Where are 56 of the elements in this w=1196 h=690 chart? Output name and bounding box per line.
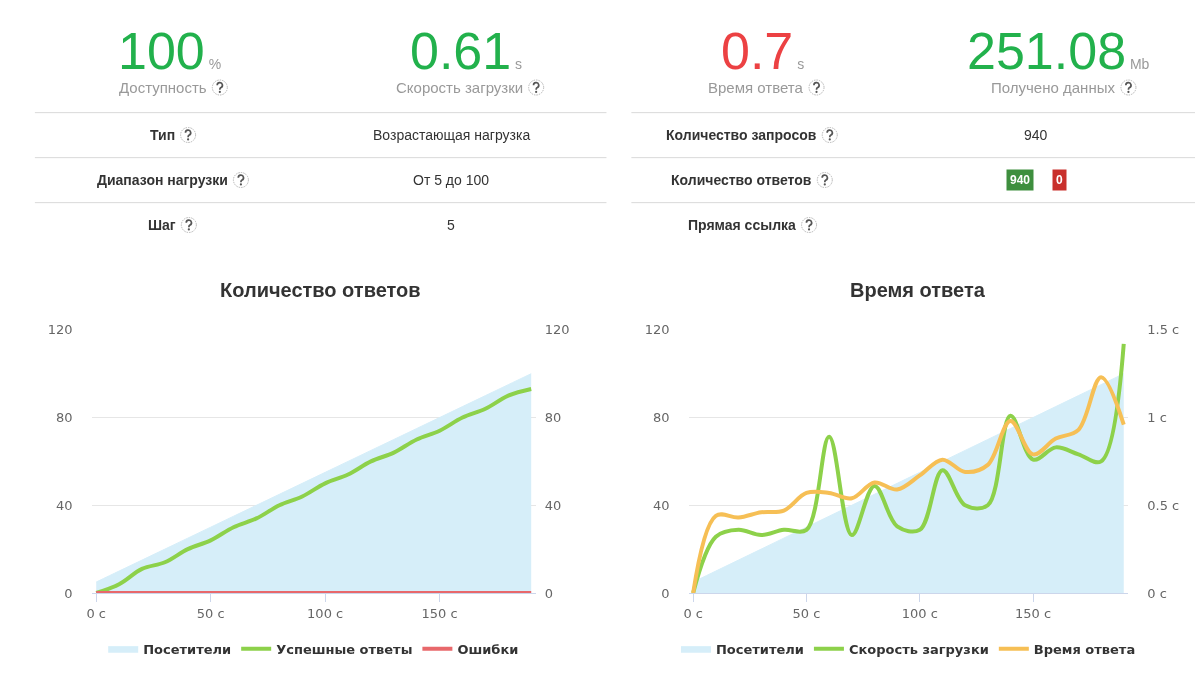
category-label: Тип	[150, 127, 176, 143]
chart-title: Количество ответов	[220, 279, 421, 301]
legend-label: Скорость загрузки	[848, 641, 989, 657]
chart-title: Время ответа	[850, 279, 986, 301]
category-label: Скорость загрузки	[396, 79, 524, 96]
text: Mb	[1126, 56, 1150, 72]
y2-tick-label: 1 с	[1147, 410, 1167, 426]
y-tick-label: 80	[56, 410, 73, 426]
text: s	[511, 56, 523, 72]
legend-label: Ошибки	[457, 641, 519, 657]
y-tick-label: 0	[64, 585, 73, 601]
y-tick-label: 120	[47, 322, 73, 338]
text: s	[793, 56, 805, 72]
data-label: 251.08	[967, 22, 1127, 80]
legend-label: Посетители	[143, 641, 232, 657]
text: Возрастающая нагрузка	[373, 127, 531, 143]
x-tick-label: 150 с	[1015, 605, 1052, 621]
text: 940	[1010, 173, 1031, 187]
legend-label: Время ответа	[1033, 641, 1136, 657]
category-label: Диапазон нагрузки	[97, 172, 228, 188]
y-tick-label: 80	[653, 410, 670, 426]
y-tick-label: 120	[644, 322, 670, 338]
y2-tick-label: 40	[544, 497, 562, 513]
legend-label: Успешные ответы	[276, 641, 413, 657]
legend-label: Посетители	[715, 641, 804, 657]
category-label: Количество запросов	[666, 127, 817, 143]
category-label: Шаг	[148, 217, 176, 233]
x-tick-label: 0 с	[683, 605, 703, 621]
y2-tick-label: 0 с	[1147, 585, 1167, 601]
text: 940	[1024, 127, 1048, 143]
x-tick-label: 0 с	[86, 605, 106, 621]
y-tick-label: 40	[653, 497, 670, 513]
text: %	[204, 56, 222, 72]
text: 5	[447, 217, 455, 233]
text: От 5 до 100	[413, 172, 490, 188]
category-label: Получено данных	[991, 79, 1116, 96]
data-label: 0.61	[410, 22, 512, 80]
category-label: Время ответа	[708, 79, 804, 96]
x-tick-label: 100 с	[307, 605, 344, 621]
x-tick-label: 50 с	[792, 605, 821, 621]
y2-tick-label: 1.5 с	[1147, 322, 1180, 338]
y2-tick-label: 120	[544, 322, 570, 338]
category-label: Прямая ссылка	[688, 217, 797, 233]
data-label: 100	[118, 22, 205, 80]
y-tick-label: 0	[661, 585, 670, 601]
x-tick-label: 50 с	[196, 605, 225, 621]
y2-tick-label: 0	[544, 585, 554, 601]
data-label: 0.7	[721, 22, 794, 80]
y2-tick-label: 0.5 с	[1147, 497, 1180, 513]
x-tick-label: 100 с	[901, 605, 938, 621]
text: 0	[1056, 173, 1063, 187]
x-tick-label: 150 с	[421, 605, 458, 621]
y-tick-label: 40	[56, 497, 73, 513]
y2-tick-label: 80	[544, 410, 562, 426]
category-label: Количество ответов	[671, 172, 812, 188]
category-label: Доступность	[119, 79, 207, 96]
